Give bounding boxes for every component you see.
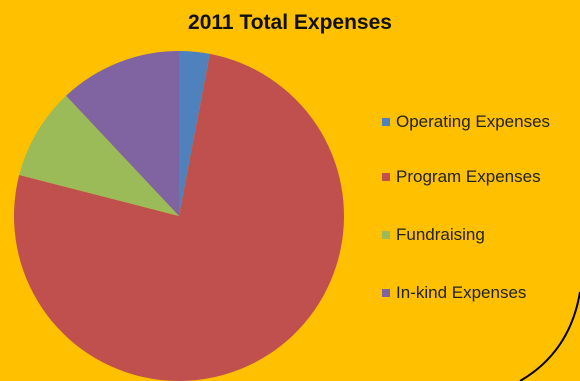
legend-swatch-fundraising: [382, 231, 390, 239]
corner-curve: [519, 291, 580, 381]
legend-label-in-kind-expenses: In-kind Expenses: [396, 283, 527, 302]
legend-swatch-operating-expenses: [382, 118, 390, 126]
legend-label-fundraising: Fundraising: [396, 225, 485, 244]
legend-label-operating-expenses: Operating Expenses: [396, 112, 551, 131]
pie-slice-in-kind-expenses: [66, 51, 179, 216]
legend-label-program-expenses: Program Expenses: [396, 167, 541, 186]
pie-slice-fundraising: [19, 95, 180, 216]
pie-slice-operating-expenses: [179, 51, 210, 216]
legend-swatch-in-kind-expenses: [382, 289, 390, 297]
legend-swatch-program-expenses: [382, 173, 390, 181]
chart-title: 2011 Total Expenses: [188, 11, 392, 34]
pie-slice-program-expenses: [13, 53, 344, 381]
